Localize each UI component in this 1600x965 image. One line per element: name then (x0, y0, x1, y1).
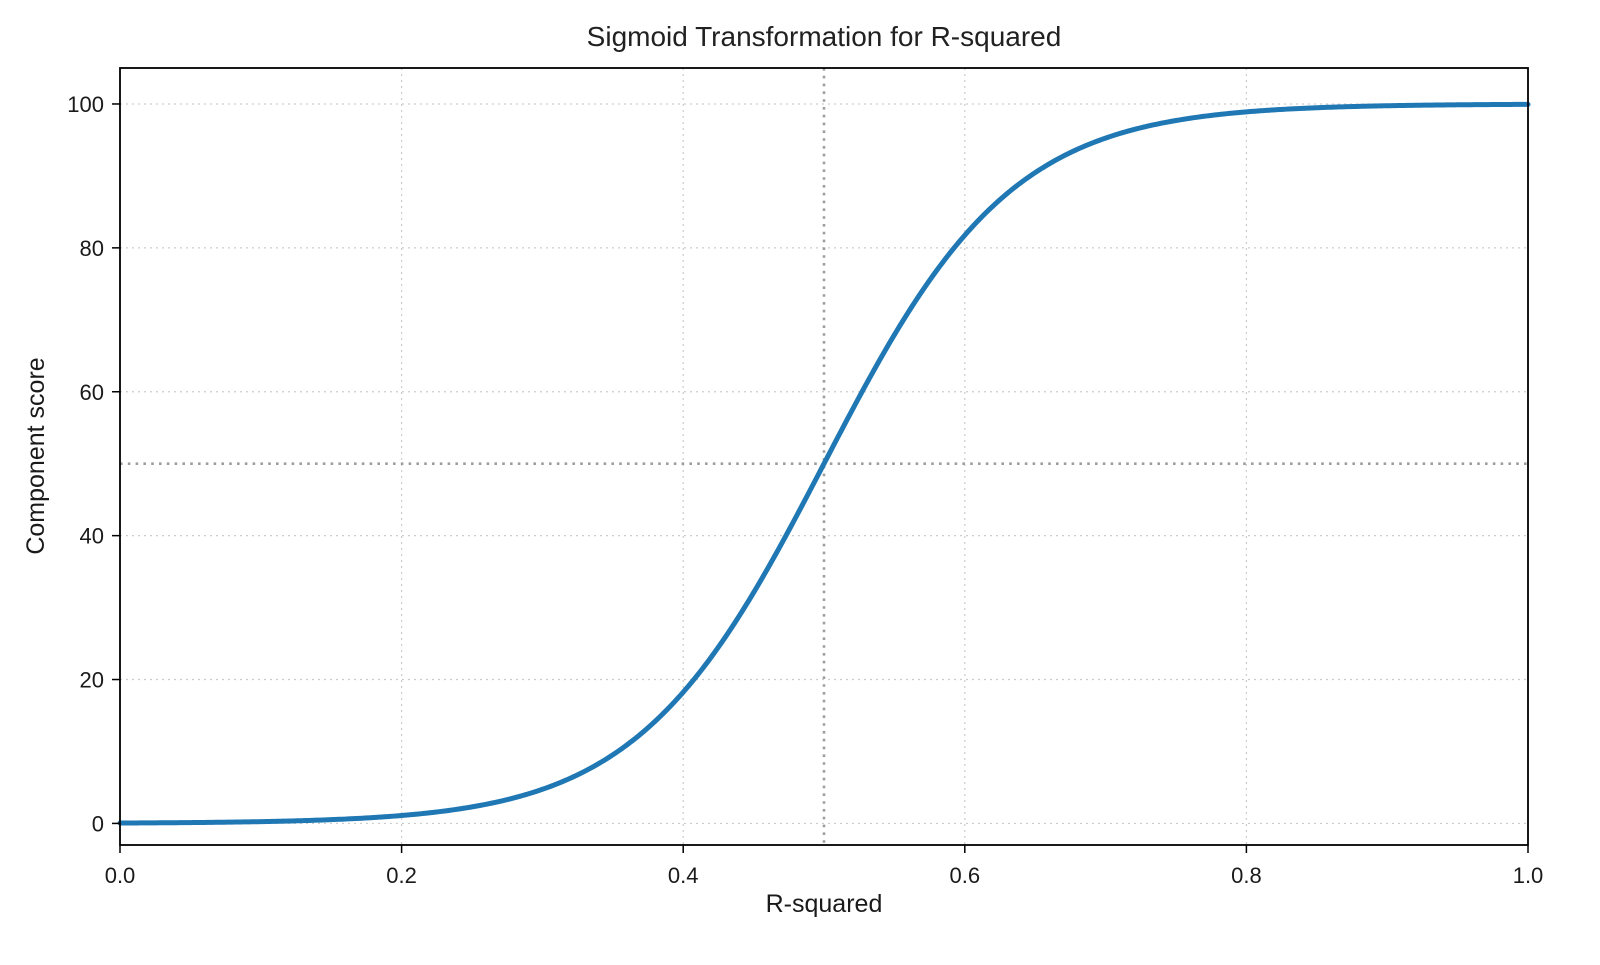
plot-frame (119, 67, 1529, 846)
x-tick-label: 0.2 (386, 863, 417, 888)
sigmoid-curve (117, 101, 1531, 826)
y-axis-label: Component score (22, 357, 50, 554)
x-tick-label: 0.0 (105, 863, 136, 888)
x-axis-label: R-squared (766, 890, 883, 918)
chart-title: Sigmoid Transformation for R-squared (587, 21, 1062, 52)
y-tick-label: 20 (80, 668, 104, 693)
y-tick-label: 40 (80, 524, 104, 549)
plot-area: 0.0 0.2 0.4 0.6 0.8 1.0 0 20 40 60 80 100 (67, 67, 1544, 888)
x-tick-label: 0.6 (950, 863, 981, 888)
y-tick-label: 60 (80, 380, 104, 405)
y-tick-label: 100 (67, 92, 104, 117)
x-tick-label: 1.0 (1513, 863, 1544, 888)
y-tick-label: 80 (80, 236, 104, 261)
x-tick-label: 0.8 (1231, 863, 1262, 888)
y-tick-label: 0 (92, 811, 104, 836)
x-tick-label: 0.4 (668, 863, 699, 888)
